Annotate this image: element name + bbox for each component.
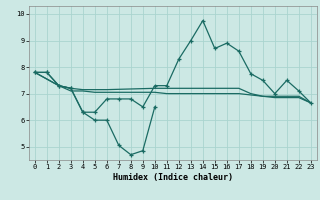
X-axis label: Humidex (Indice chaleur): Humidex (Indice chaleur) bbox=[113, 173, 233, 182]
